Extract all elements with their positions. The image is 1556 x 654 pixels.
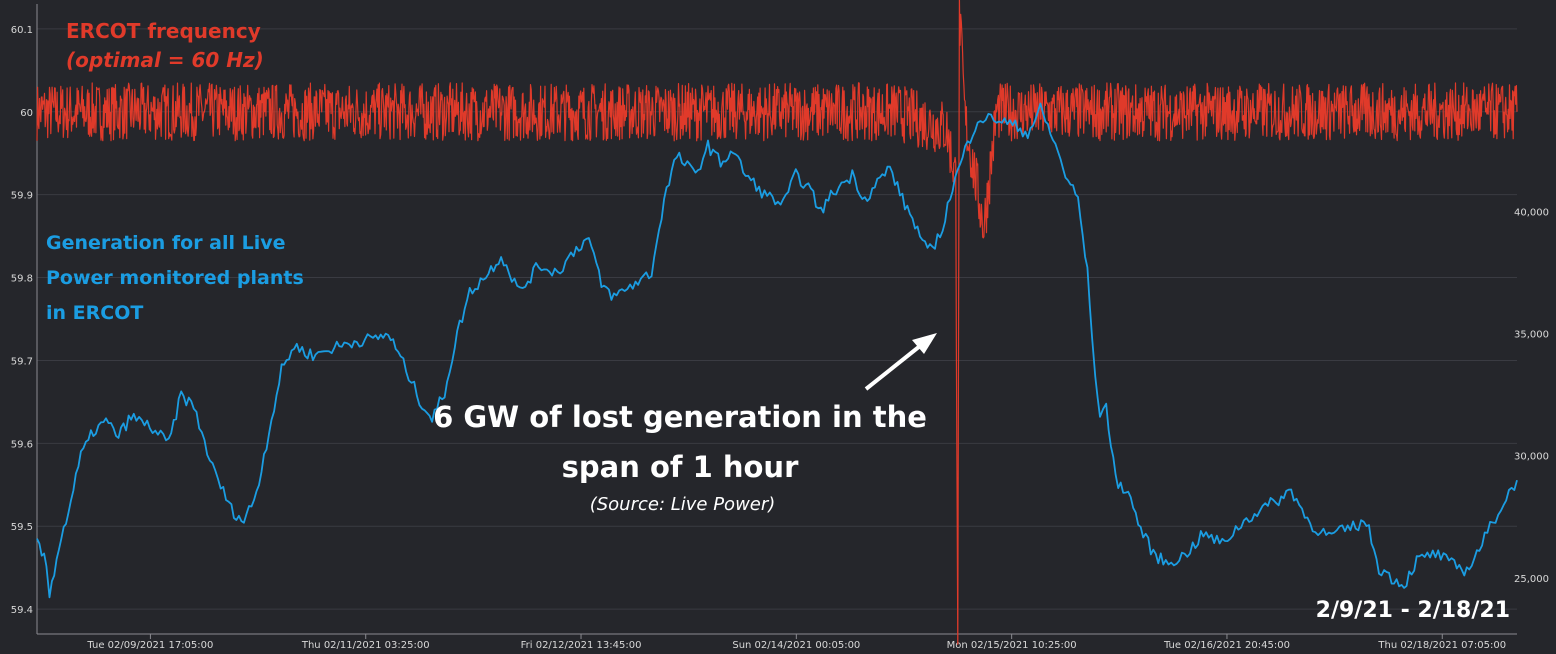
x-tick-label: Thu 02/18/2021 07:05:00 bbox=[1377, 640, 1506, 651]
source-note: (Source: Live Power) bbox=[589, 494, 776, 515]
x-tick-label: Thu 02/11/2021 03:25:00 bbox=[301, 640, 430, 651]
y-right-tick-label: 30,000 bbox=[1514, 452, 1549, 463]
date-range-label: 2/9/21 - 2/18/21 bbox=[1315, 598, 1510, 623]
y-right-tick-label: 25,000 bbox=[1514, 574, 1549, 585]
x-tick-label: Tue 02/16/2021 20:45:00 bbox=[1163, 640, 1290, 651]
y-right-tick-label: 40,000 bbox=[1514, 208, 1549, 219]
frequency-line bbox=[36, 0, 1518, 645]
callout-text: 6 GW of lost generation in the span of 1… bbox=[433, 400, 927, 484]
y-left-tick-label: 59.6 bbox=[11, 439, 33, 450]
x-axis: Tue 02/09/2021 17:05:00 Thu 02/11/2021 03… bbox=[86, 634, 1506, 651]
y-left-tick-label: 59.7 bbox=[11, 356, 33, 367]
frequency-series-subtitle: (optimal = 60 Hz) bbox=[66, 48, 264, 72]
y-left-tick-label: 59.9 bbox=[11, 191, 33, 202]
y-left-tick-label: 59.5 bbox=[11, 522, 33, 533]
y-right-tick-label: 35,000 bbox=[1514, 330, 1549, 341]
generation-line bbox=[36, 102, 1518, 599]
y-left-tick-label: 59.8 bbox=[11, 274, 33, 285]
y-axis-left: 59.4 59.5 59.6 59.7 59.8 59.9 60 60.1 bbox=[11, 25, 33, 616]
y-left-tick-label: 60 bbox=[20, 108, 33, 119]
x-tick-label: Mon 02/15/2021 10:25:00 bbox=[947, 640, 1077, 651]
series-layer bbox=[36, 0, 1518, 645]
x-tick-label: Fri 02/12/2021 13:45:00 bbox=[521, 640, 642, 651]
frequency-series-title: ERCOT frequency bbox=[66, 19, 261, 43]
x-tick-label: Tue 02/09/2021 17:05:00 bbox=[86, 640, 213, 651]
callout-arrow bbox=[864, 333, 937, 391]
x-tick-label: Sun 02/14/2021 00:05:00 bbox=[732, 640, 860, 651]
grid-lines bbox=[36, 4, 1517, 635]
y-axis-right: 25,000 30,000 35,000 40,000 bbox=[1514, 208, 1549, 585]
y-left-tick-label: 59.4 bbox=[11, 605, 33, 616]
generation-series-label: Generation for all Live Power monitored … bbox=[46, 232, 304, 324]
y-left-tick-label: 60.1 bbox=[11, 25, 33, 36]
